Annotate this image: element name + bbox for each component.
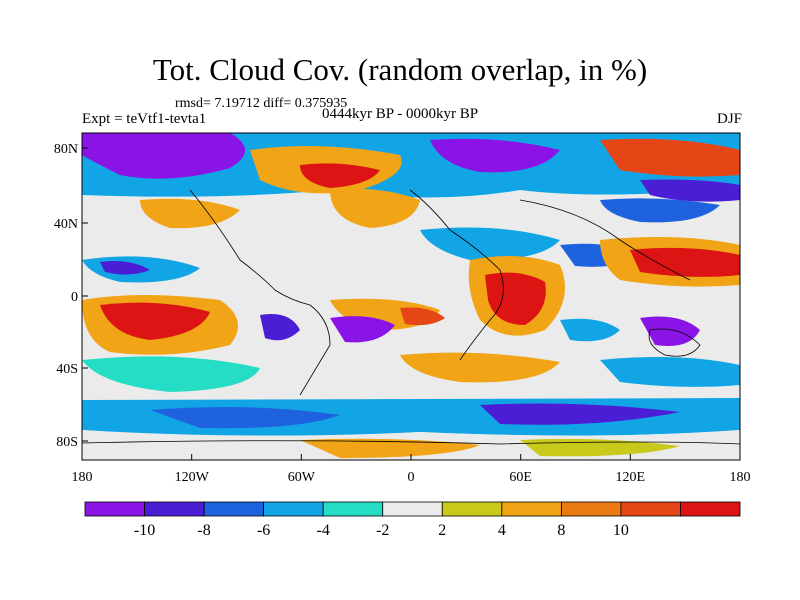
lon-tick-label: 60E [509, 470, 532, 485]
colorbar-label: 8 [557, 522, 565, 539]
lon-tick-label: 120E [616, 470, 646, 485]
colorbar-label: -4 [317, 522, 330, 539]
lon-tick-label: 120W [175, 470, 210, 485]
lon-tick-label: 60W [288, 470, 316, 485]
colorbar-swatch [501, 501, 562, 517]
colorbar-swatch [680, 501, 741, 517]
colorbar-label: -6 [257, 522, 270, 539]
colorbar-swatch [144, 501, 205, 517]
period-label: 0444kyr BP - 0000kyr BP [322, 106, 479, 122]
anomaly-field [82, 133, 740, 460]
colorbar-swatch [560, 501, 622, 517]
colorbar-swatch [203, 501, 265, 517]
map-title: Tot. Cloud Cov. (random overlap, in %) [152, 52, 648, 87]
lat-tick-label: 0 [71, 290, 78, 305]
colorbar-label: -2 [376, 522, 389, 539]
colorbar-swatch [84, 501, 145, 517]
colorbar-swatch [620, 501, 681, 517]
colorbar-swatch [382, 501, 443, 517]
lat-tick-label: 40N [54, 217, 78, 232]
lat-tick-label: 80S [56, 435, 78, 450]
season-label: DJF [716, 111, 742, 127]
stats-line: rmsd= 7.19712 diff= 0.375935 [175, 96, 348, 111]
lat-tick-label: 80N [54, 142, 78, 157]
colorbar-label: 4 [498, 522, 506, 539]
colorbar-swatch [263, 501, 324, 517]
colorbar-swatch [441, 501, 503, 517]
lon-tick-label: 0 [408, 470, 415, 485]
colorbar-label: 2 [438, 522, 446, 539]
lon-tick-label: 180 [72, 470, 93, 485]
colorbar-label: 10 [613, 522, 629, 539]
colorbar-label: -8 [197, 522, 210, 539]
colorbar-swatch [322, 501, 384, 517]
colorbar-label: -10 [134, 522, 155, 539]
experiment-label: Expt = teVtf1-tevta1 [82, 111, 207, 127]
colorbar [84, 501, 741, 517]
lon-tick-label: 180 [730, 470, 751, 485]
lat-tick-label: 40S [56, 362, 78, 377]
